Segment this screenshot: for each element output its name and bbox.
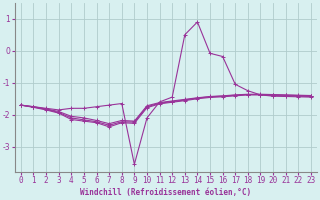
X-axis label: Windchill (Refroidissement éolien,°C): Windchill (Refroidissement éolien,°C) bbox=[80, 188, 252, 197]
